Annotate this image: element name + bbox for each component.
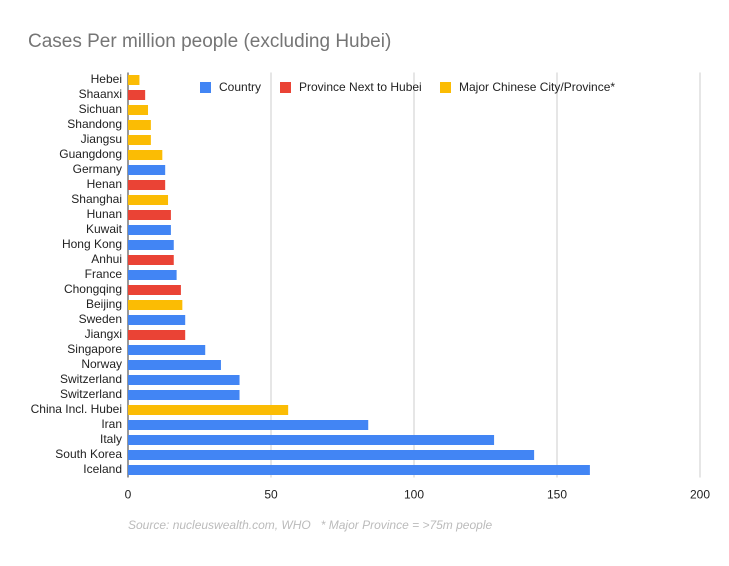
y-tick-label: Iran [101, 417, 122, 431]
y-tick-label: Chongqing [64, 282, 122, 296]
y-tick-label: Sichuan [79, 102, 122, 116]
y-tick-label: Shandong [67, 117, 122, 131]
x-tick-label: 0 [125, 488, 132, 502]
chart-title: Cases Per million people (excluding Hube… [28, 31, 391, 52]
bar [128, 330, 186, 340]
y-tick-label: Norway [81, 357, 122, 371]
legend-label: Country [219, 80, 261, 94]
bar [128, 180, 166, 190]
legend-swatch [200, 82, 211, 93]
y-tick-label: Iceland [83, 462, 122, 476]
x-tick-label: 100 [404, 488, 424, 502]
legend-swatch [440, 82, 451, 93]
y-tick-label: Shanghai [71, 192, 122, 206]
bar [128, 360, 221, 370]
y-tick-label: Beijing [86, 297, 122, 311]
bar [128, 150, 163, 160]
bar [128, 240, 174, 250]
bar [128, 105, 149, 115]
bar [128, 195, 169, 205]
bar [128, 420, 369, 430]
bar [128, 375, 240, 385]
y-tick-label: South Korea [55, 447, 122, 461]
x-tick-label: 150 [547, 488, 567, 502]
y-tick-label: Switzerland [60, 372, 122, 386]
legend-swatch [280, 82, 291, 93]
bar [128, 300, 183, 310]
bar [128, 450, 535, 460]
y-tick-label: Sweden [79, 312, 122, 326]
footnote: Source: nucleuswealth.com, WHO * Major P… [128, 518, 492, 532]
y-tick-label: Hunan [87, 207, 122, 221]
y-tick-label: Henan [87, 177, 122, 191]
x-tick-label: 200 [690, 488, 710, 502]
y-tick-label: Singapore [67, 342, 122, 356]
bar [128, 255, 174, 265]
bar [128, 435, 495, 445]
bar [128, 285, 181, 295]
y-tick-label: Shaanxi [79, 87, 122, 101]
bar [128, 465, 590, 475]
y-tick-label: Kuwait [86, 222, 123, 236]
legend-label: Major Chinese City/Province* [459, 80, 615, 94]
bar [128, 90, 146, 100]
bar [128, 75, 140, 85]
y-tick-label: Hong Kong [62, 237, 122, 251]
legend-label: Province Next to Hubei [299, 80, 422, 94]
y-tick-label: France [85, 267, 123, 281]
y-tick-label: Jiangsu [81, 132, 122, 146]
x-tick-label: 50 [264, 488, 278, 502]
bar [128, 270, 177, 280]
bar [128, 135, 151, 145]
bar [128, 345, 206, 355]
bar [128, 315, 186, 325]
bar [128, 120, 151, 130]
bar [128, 390, 240, 400]
y-tick-label: Jiangxi [85, 327, 122, 341]
y-tick-label: Hebei [91, 72, 122, 86]
y-tick-label: Germany [73, 162, 122, 176]
y-tick-label: Switzerland [60, 387, 122, 401]
bar [128, 210, 171, 220]
y-tick-label: Guangdong [59, 147, 122, 161]
y-tick-label: China Incl. Hubei [31, 402, 122, 416]
bar [128, 165, 166, 175]
bar [128, 225, 171, 235]
y-tick-label: Italy [100, 432, 122, 446]
bar [128, 405, 289, 415]
y-tick-label: Anhui [91, 252, 122, 266]
